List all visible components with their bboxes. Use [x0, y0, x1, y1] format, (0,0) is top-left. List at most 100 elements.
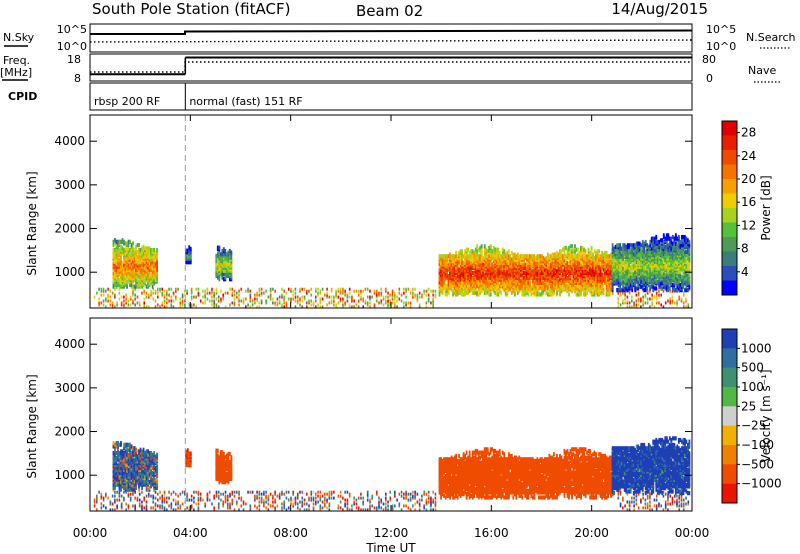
echo-cell — [554, 285, 557, 290]
echo-cell — [560, 249, 563, 254]
echo-cell — [459, 272, 462, 277]
echo-cell — [204, 295, 206, 299]
echo-cell — [584, 254, 587, 259]
echo-cell — [129, 262, 131, 268]
echo-cell — [575, 287, 578, 292]
echo-cell — [592, 252, 594, 257]
echo-cell — [456, 254, 459, 259]
echo-cell — [628, 289, 631, 293]
echo-cell — [405, 303, 407, 307]
echo-cell — [441, 279, 444, 284]
echo-cell — [285, 305, 288, 309]
echo-cell — [510, 257, 513, 262]
echo-cell — [635, 278, 638, 283]
echo-cell — [409, 303, 412, 307]
echo-cell — [378, 293, 380, 297]
echo-cell — [213, 301, 216, 305]
echo-cell — [540, 274, 543, 279]
echo-cell — [121, 282, 124, 288]
echo-cell — [384, 287, 387, 291]
echo-cell — [391, 301, 394, 305]
echo-cell — [474, 254, 477, 259]
echo-cell — [574, 249, 576, 254]
echo-cell — [462, 269, 465, 274]
echo-cell — [482, 284, 485, 289]
echo-cell — [617, 305, 620, 309]
echo-cell — [321, 297, 324, 301]
echo-cell — [480, 274, 483, 279]
echo-cell — [145, 295, 148, 299]
echo-cell — [129, 303, 132, 307]
echo-cell — [156, 303, 159, 307]
echo-cell — [319, 301, 322, 305]
echo-cell — [112, 239, 115, 244]
echo-cell — [362, 299, 365, 303]
echo-cell — [626, 301, 629, 305]
echo-cell — [611, 263, 614, 268]
echo-cell — [619, 243, 622, 248]
nsearch-label: N.Search — [746, 31, 796, 44]
echo-cell — [640, 297, 642, 301]
echo-cell — [328, 301, 331, 305]
echo-cell — [476, 269, 479, 274]
echo-cell — [461, 282, 464, 287]
echo-cell — [620, 246, 623, 251]
echo-cell — [124, 279, 127, 284]
echo-cell — [513, 277, 516, 282]
echo-cell — [109, 295, 112, 299]
echo-cell — [628, 251, 631, 256]
echo-cell — [628, 286, 631, 291]
echo-cell — [373, 303, 376, 307]
echo-cell — [566, 260, 569, 266]
echo-cell — [204, 289, 206, 293]
echo-cell — [547, 252, 549, 257]
echo-cell — [470, 282, 473, 287]
echo-cell — [565, 269, 567, 274]
echo-cell — [459, 285, 462, 290]
echo-cell — [664, 301, 667, 305]
echo-cell — [123, 248, 125, 253]
echo-cell — [346, 299, 349, 303]
echo-cell — [135, 284, 137, 289]
echo-cell — [595, 290, 597, 295]
echo-cell — [488, 285, 491, 290]
echo-cell — [136, 249, 139, 254]
echo-cell — [430, 301, 432, 305]
echo-cell — [554, 252, 557, 257]
echo-cell — [156, 248, 159, 253]
echo-cell — [362, 305, 365, 309]
echo-cell — [333, 297, 335, 301]
echo-cell — [455, 250, 458, 256]
echo-cell — [580, 262, 582, 267]
echo-cell — [583, 255, 585, 261]
echo-cell — [479, 245, 482, 251]
echo-cell — [118, 248, 121, 253]
echo-cell — [409, 305, 412, 309]
echo-cell — [483, 247, 486, 252]
echo-cell — [544, 272, 546, 277]
echo-cell — [642, 289, 644, 293]
echo-cell — [351, 295, 353, 299]
echo-cell — [494, 247, 497, 252]
echo-cell — [170, 299, 173, 303]
echo-cell — [125, 299, 127, 303]
echo-cell — [163, 293, 166, 297]
echo-cell — [317, 303, 319, 307]
echo-cell — [580, 277, 582, 282]
echo-cell — [421, 293, 423, 297]
echo-cell — [132, 246, 134, 251]
echo-cell — [213, 291, 216, 295]
echo-cell — [339, 297, 342, 301]
echo-cell — [118, 257, 121, 263]
echo-cell — [625, 274, 628, 279]
echo-cell — [635, 289, 638, 293]
echo-cell — [202, 289, 204, 293]
echo-cell — [590, 287, 593, 292]
echo-cell — [488, 290, 491, 295]
echo-cell — [536, 254, 539, 259]
echo-cell — [440, 260, 442, 266]
echo-cell — [446, 289, 448, 294]
echo-cell — [114, 295, 116, 299]
echo-cell — [156, 287, 159, 291]
echo-cell — [622, 249, 625, 255]
